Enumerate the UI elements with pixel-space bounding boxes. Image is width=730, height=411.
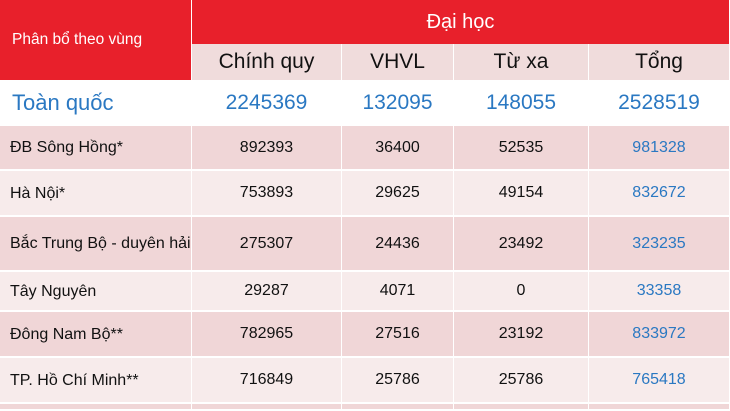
table-row-partial — [192, 404, 342, 411]
table-cell-total: 33358 — [589, 272, 730, 312]
table-cell: 25786 — [454, 358, 589, 404]
table-cell: 23492 — [454, 217, 589, 272]
table-cell: 892393 — [192, 126, 342, 171]
table-cell: 52535 — [454, 126, 589, 171]
national-total: 2528519 — [589, 82, 730, 126]
table-cell-total: 832672 — [589, 171, 730, 217]
table-cell-total: 323235 — [589, 217, 730, 272]
table-cell: 25786 — [342, 358, 454, 404]
table-cell: 4071 — [342, 272, 454, 312]
table-row-label: Tây Nguyên — [0, 272, 192, 312]
national-row-label: Toàn quốc — [0, 82, 192, 126]
column-header-workstudy: VHVL — [342, 44, 454, 82]
table-cell-total: 765418 — [589, 358, 730, 404]
university-group-header: Đại học — [192, 0, 730, 44]
column-header-distance: Từ xa — [454, 44, 589, 82]
table-cell: 49154 — [454, 171, 589, 217]
table-row-partial — [589, 404, 730, 411]
national-distance: 148055 — [454, 82, 589, 126]
table-cell: 36400 — [342, 126, 454, 171]
table-row-label: Hà Nội* — [0, 171, 192, 217]
table-row-label: Đông Nam Bộ** — [0, 312, 192, 358]
table-row-label: TP. Hồ Chí Minh** — [0, 358, 192, 404]
table-cell: 23192 — [454, 312, 589, 358]
table-cell-total: 833972 — [589, 312, 730, 358]
table-cell: 29625 — [342, 171, 454, 217]
table-row-partial — [454, 404, 589, 411]
table-row-label: Bắc Trung Bộ - duyên hải — [0, 217, 192, 272]
table-cell: 753893 — [192, 171, 342, 217]
table-row-label: ĐB Sông Hồng* — [0, 126, 192, 171]
region-header: Phân bổ theo vùng — [0, 0, 192, 82]
table-cell-total: 981328 — [589, 126, 730, 171]
table-cell: 716849 — [192, 358, 342, 404]
table-row-partial — [0, 404, 192, 411]
table-cell: 24436 — [342, 217, 454, 272]
table-cell: 782965 — [192, 312, 342, 358]
national-regular: 2245369 — [192, 82, 342, 126]
table-cell: 29287 — [192, 272, 342, 312]
table-cell: 27516 — [342, 312, 454, 358]
table-row-partial — [342, 404, 454, 411]
column-header-regular: Chính quy — [192, 44, 342, 82]
table-cell: 275307 — [192, 217, 342, 272]
national-workstudy: 132095 — [342, 82, 454, 126]
table-cell: 0 — [454, 272, 589, 312]
column-header-total: Tổng — [589, 44, 730, 82]
